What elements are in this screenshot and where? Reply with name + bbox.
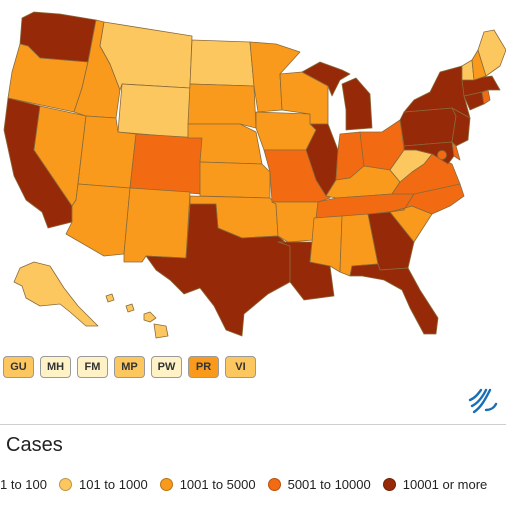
state-mi[interactable] bbox=[301, 61, 373, 131]
legend-swatch bbox=[159, 478, 173, 491]
legend-title: Cases bbox=[6, 434, 63, 456]
territory-mp[interactable]: MP bbox=[114, 356, 145, 378]
territory-fm[interactable]: FM bbox=[77, 356, 108, 378]
state-co[interactable] bbox=[129, 133, 203, 195]
state-nd[interactable] bbox=[189, 39, 255, 87]
legend-item: 1001 to 5000 bbox=[159, 477, 256, 492]
legend-swatch bbox=[267, 478, 281, 491]
state-dc[interactable] bbox=[437, 150, 447, 160]
legend-item: 10001 or more bbox=[382, 477, 488, 492]
territory-pw[interactable]: PW bbox=[151, 356, 182, 378]
divider bbox=[0, 424, 506, 425]
state-wy[interactable] bbox=[117, 83, 191, 139]
state-nm[interactable] bbox=[123, 187, 191, 263]
state-pa[interactable] bbox=[399, 107, 457, 147]
hhs-eagle-icon bbox=[466, 384, 498, 416]
legend-item: 101 to 1000 bbox=[59, 477, 148, 492]
state-ks[interactable] bbox=[199, 161, 271, 199]
territory-vi[interactable]: VI bbox=[225, 356, 256, 378]
territories-bar: GU MH FM MP PW PR VI bbox=[3, 356, 256, 378]
legend-label: 1001 to 5000 bbox=[179, 477, 256, 492]
legend-label: 10001 or more bbox=[402, 477, 488, 492]
legend-swatch bbox=[382, 478, 396, 491]
state-sd[interactable] bbox=[187, 83, 257, 129]
us-map bbox=[3, 11, 506, 339]
legend-label: 1 to 100 bbox=[0, 477, 47, 492]
state-ar[interactable] bbox=[271, 201, 319, 243]
legend-item: 5001 to 10000 bbox=[267, 477, 371, 492]
legend-label: 101 to 1000 bbox=[79, 477, 148, 492]
legend-swatch bbox=[59, 478, 72, 491]
state-tx[interactable] bbox=[145, 203, 291, 337]
state-hi[interactable] bbox=[105, 293, 169, 339]
state-de[interactable] bbox=[451, 141, 461, 161]
legend-item: 1 to 100 bbox=[0, 477, 47, 492]
territory-pr[interactable]: PR bbox=[188, 356, 219, 378]
legend-label: 5001 to 10000 bbox=[287, 477, 371, 492]
state-ma[interactable] bbox=[461, 75, 501, 97]
territory-gu[interactable]: GU bbox=[3, 356, 34, 378]
state-fl[interactable] bbox=[349, 263, 439, 335]
state-ia[interactable] bbox=[255, 111, 317, 151]
legend: 1 to 100 101 to 1000 1001 to 5000 5001 to 1… bbox=[0, 477, 499, 492]
state-ak[interactable] bbox=[13, 261, 99, 327]
state-me[interactable] bbox=[477, 29, 506, 77]
territory-mh[interactable]: MH bbox=[40, 356, 71, 378]
